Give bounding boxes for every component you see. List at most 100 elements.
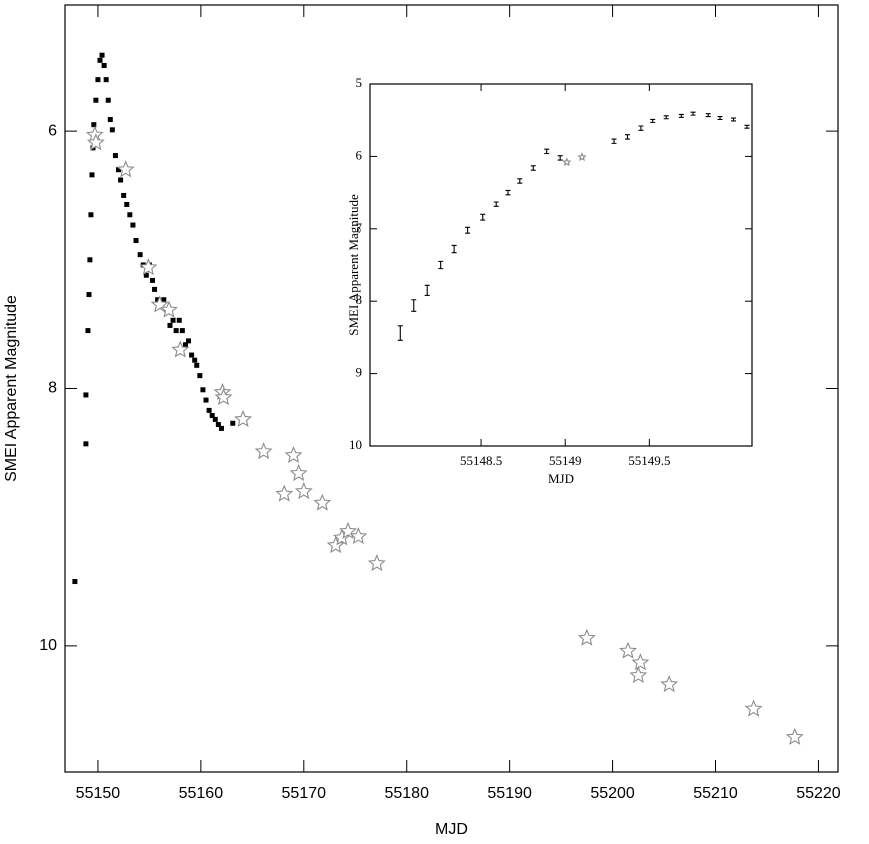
error-bar [493, 201, 499, 207]
x-tick-label: 55149.5 [628, 453, 670, 468]
error-bar [530, 165, 536, 171]
plot-frame [369, 83, 753, 447]
data-point [86, 292, 92, 298]
data-point [367, 554, 386, 572]
data-point [194, 362, 200, 368]
x-tick-label: 55210 [693, 785, 738, 802]
x-tick-label: 55160 [179, 785, 224, 802]
data-point [631, 653, 650, 671]
error-bar [424, 284, 430, 296]
data-point [218, 425, 224, 431]
x-tick-label: 55180 [384, 785, 429, 802]
y-axis-label: SMEI Apparent Magnitude [346, 194, 361, 336]
y-tick-label: 6 [356, 147, 363, 162]
data-point [88, 212, 94, 218]
data-point [206, 407, 212, 413]
data-point [744, 699, 763, 717]
data-point [254, 442, 273, 460]
data-point [107, 117, 113, 123]
data-point [284, 445, 303, 464]
data-point [83, 392, 89, 398]
x-tick-label: 55149 [549, 453, 582, 468]
data-point [130, 222, 136, 228]
data-point [313, 493, 332, 511]
data-point [170, 317, 176, 323]
data-point [171, 340, 190, 358]
error-bar [690, 111, 696, 116]
data-point [785, 727, 804, 745]
data-point [83, 441, 89, 447]
data-point [87, 257, 93, 263]
error-bar [678, 113, 684, 118]
data-point [294, 482, 313, 500]
data-point [214, 388, 233, 406]
error-bar [411, 299, 417, 312]
error-bar [438, 260, 444, 270]
data-point [234, 409, 253, 428]
data-point [179, 328, 185, 334]
data-point [197, 373, 203, 379]
error-bar [451, 244, 457, 254]
x-axis-label: MJD [548, 471, 574, 486]
error-bar [557, 155, 563, 161]
data-point [209, 413, 215, 419]
data-point [215, 422, 221, 428]
data-point [127, 212, 133, 218]
y-tick-label: 7 [356, 220, 363, 235]
data-point [112, 153, 118, 159]
y-tick-label: 8 [48, 380, 57, 397]
error-bar [744, 124, 750, 129]
data-point [577, 628, 596, 646]
data-point [152, 286, 158, 292]
data-point [192, 357, 198, 363]
error-bar [730, 117, 736, 122]
data-point [619, 641, 637, 659]
error-bar [544, 148, 550, 155]
data-point [159, 300, 178, 318]
error-bar [505, 189, 511, 196]
y-tick-label: 10 [39, 637, 57, 654]
data-point [95, 77, 101, 83]
data-point [349, 527, 368, 545]
data-point [212, 416, 218, 422]
data-point [167, 322, 173, 328]
data-point [275, 484, 294, 502]
data-point [200, 387, 206, 393]
data-point [562, 157, 572, 167]
data-point [230, 420, 236, 426]
x-tick-label: 55200 [590, 785, 635, 802]
data-point [91, 122, 97, 128]
data-point [289, 464, 308, 482]
data-point [577, 152, 587, 162]
x-tick-label: 55150 [76, 785, 121, 802]
data-point [143, 272, 149, 278]
x-tick-label: 55220 [796, 785, 841, 802]
data-point [105, 97, 111, 103]
data-point [660, 675, 679, 693]
error-bar [624, 134, 630, 140]
error-bar [650, 118, 656, 123]
data-point [109, 127, 115, 133]
data-point [93, 97, 99, 103]
y-tick-label: 6 [48, 122, 57, 139]
data-point [97, 57, 103, 63]
data-point [629, 666, 648, 684]
error-bar [480, 213, 486, 221]
data-point [326, 536, 345, 554]
error-bar [465, 226, 471, 234]
y-tick-label: 10 [349, 437, 362, 452]
x-axis-label: MJD [435, 821, 468, 838]
data-point [155, 297, 161, 303]
data-point [118, 177, 124, 183]
data-point [173, 328, 179, 334]
data-point [137, 252, 143, 258]
data-point [186, 338, 192, 344]
data-point [189, 352, 195, 358]
data-point [121, 192, 127, 198]
x-tick-label: 55190 [487, 785, 532, 802]
x-tick-label: 55148.5 [460, 453, 502, 468]
data-point [176, 317, 182, 323]
error-bar [705, 113, 711, 118]
data-point [101, 62, 107, 68]
